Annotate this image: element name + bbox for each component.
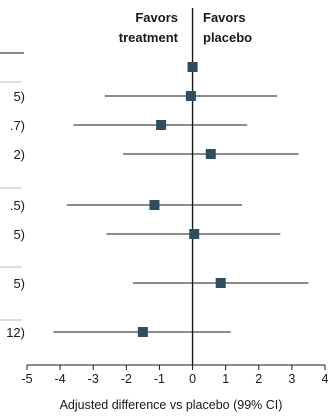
x-tick-label: -1 bbox=[154, 372, 165, 386]
favors-right-line1: Favors bbox=[203, 10, 246, 25]
row-label: .7) bbox=[10, 118, 25, 133]
estimate-marker bbox=[205, 149, 216, 159]
x-tick-label: 4 bbox=[322, 372, 329, 386]
estimate-marker bbox=[189, 229, 200, 239]
estimate-marker bbox=[187, 62, 198, 72]
x-tick-label: -2 bbox=[121, 372, 132, 386]
rows-layer: 5) .7) 2) .5) 5) 5) 12) bbox=[6, 8, 309, 365]
estimate-marker bbox=[156, 120, 167, 130]
estimate-marker bbox=[149, 200, 160, 210]
x-tick-label: -4 bbox=[55, 372, 66, 386]
x-axis-title: Adjusted difference vs placebo (99% CI) bbox=[60, 398, 283, 412]
x-axis: -5 -4 -3 -2 -1 0 1 2 3 4 bbox=[21, 364, 329, 386]
estimate-marker bbox=[137, 327, 148, 337]
x-tick-label: 3 bbox=[288, 372, 295, 386]
row-label: 12) bbox=[6, 325, 25, 340]
row-label: 5) bbox=[13, 89, 25, 104]
favors-right-line2: placebo bbox=[203, 30, 252, 45]
x-tick-label: -5 bbox=[21, 372, 32, 386]
estimate-marker bbox=[185, 91, 196, 101]
favors-left-line1: Favors bbox=[135, 10, 178, 25]
row-label: 5) bbox=[13, 227, 25, 242]
x-tick-label: 2 bbox=[255, 372, 262, 386]
row-label: 5) bbox=[13, 276, 25, 291]
estimate-marker bbox=[215, 278, 226, 288]
favors-left-line2: treatment bbox=[119, 30, 179, 45]
x-tick-label: -3 bbox=[88, 372, 99, 386]
x-tick-label: 0 bbox=[189, 372, 196, 386]
row-label: 2) bbox=[13, 147, 25, 162]
row-label: .5) bbox=[10, 198, 25, 213]
x-tick-label: 1 bbox=[222, 372, 229, 386]
